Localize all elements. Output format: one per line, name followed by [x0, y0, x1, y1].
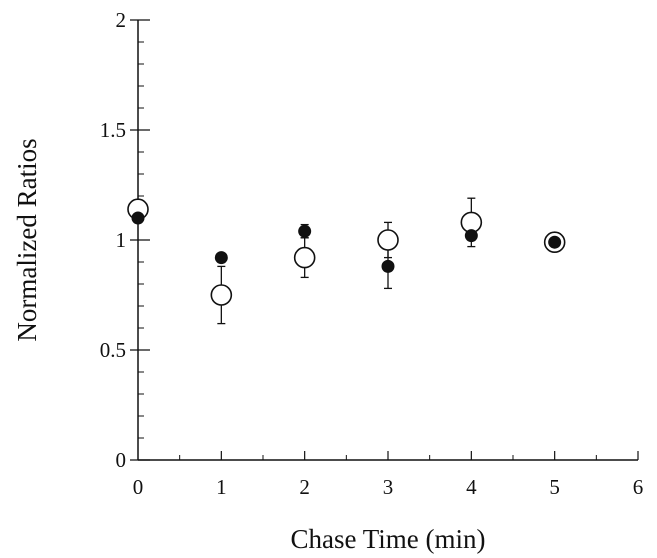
filled-circle-point [381, 259, 395, 273]
filled-circle-point [298, 224, 312, 238]
y-tick-label: 2 [116, 8, 127, 32]
filled-circle-point [464, 229, 478, 243]
y-tick-label: 0.5 [100, 338, 126, 362]
x-tick-label: 2 [299, 475, 310, 499]
x-tick-label: 1 [216, 475, 227, 499]
y-tick-label: 0 [116, 448, 127, 472]
x-tick-label: 5 [549, 475, 560, 499]
error-bars [217, 197, 476, 325]
tick-labels: 0 1 2 3 4 5 6 0 0.5 1 1.5 2 [100, 8, 644, 499]
filled-circle-point [131, 211, 145, 225]
x-tick-label: 0 [133, 475, 144, 499]
open-circle-point [377, 229, 399, 251]
x-axis-title: Chase Time (min) [290, 524, 485, 554]
markers [127, 198, 566, 306]
filled-circle-point [214, 251, 228, 265]
y-tick-label: 1.5 [100, 118, 126, 142]
open-circle-point [293, 246, 316, 269]
x-tick-label: 3 [383, 475, 394, 499]
x-tick-label: 6 [633, 475, 644, 499]
x-tick-label: 4 [466, 475, 477, 499]
open-circle-point [210, 284, 233, 306]
y-axis-title: Normalized Ratios [12, 138, 42, 341]
filled-circle-point [548, 235, 562, 249]
y-tick-label: 1 [116, 228, 127, 252]
